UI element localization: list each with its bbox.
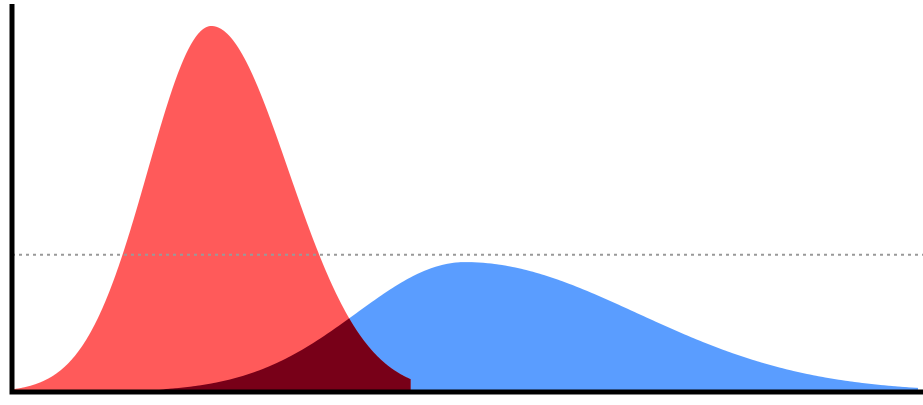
series-red-area bbox=[12, 26, 411, 392]
plot-area bbox=[12, 26, 923, 392]
series-blue-area bbox=[12, 262, 918, 392]
